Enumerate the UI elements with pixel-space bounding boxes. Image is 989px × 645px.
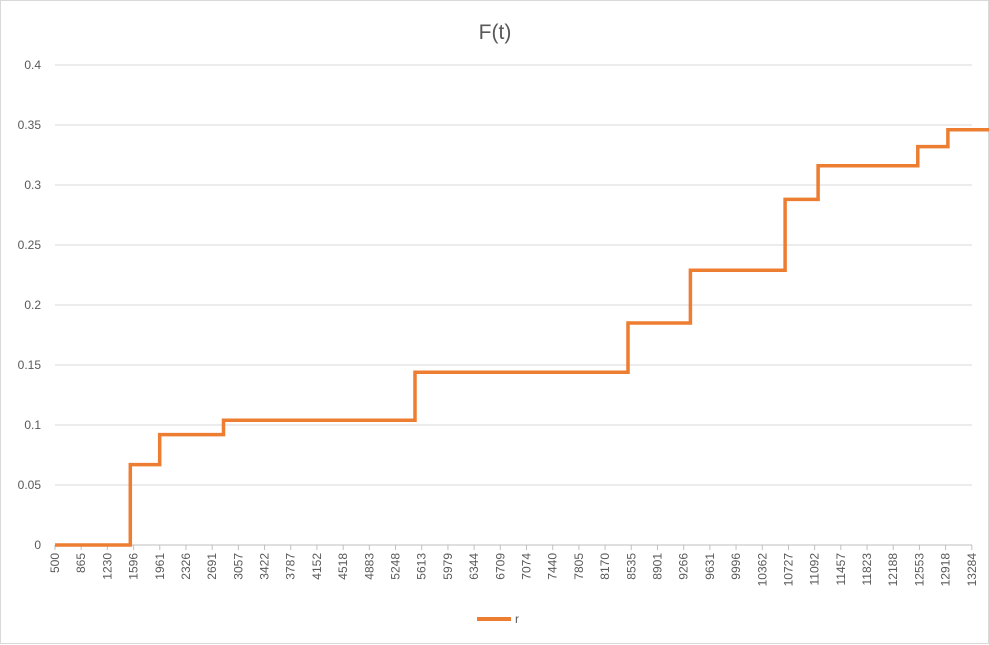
y-tick-label: 0.2 <box>24 298 41 312</box>
x-tick-label: 8170 <box>598 553 612 580</box>
x-tick-label: 9266 <box>677 553 691 580</box>
x-tick-label: 12918 <box>939 553 953 587</box>
x-tick-label: 6709 <box>493 553 507 580</box>
legend-label: r <box>515 612 519 626</box>
x-tick-label: 4883 <box>362 553 376 580</box>
series-line-r <box>55 128 989 547</box>
x-tick-label: 9631 <box>703 553 717 580</box>
x-tick-label: 3787 <box>284 553 298 580</box>
x-tick-label: 2691 <box>205 553 219 580</box>
y-tick-label: 0.35 <box>18 118 42 132</box>
x-tick-label: 11823 <box>860 553 874 586</box>
x-tick-label: 5248 <box>389 553 403 580</box>
x-tick-label: 5613 <box>415 553 429 580</box>
x-tick-label: 6344 <box>467 553 481 580</box>
y-tick-label: 0.4 <box>24 58 41 72</box>
y-tick-label: 0 <box>34 538 41 552</box>
series-layer <box>55 128 989 547</box>
y-tick-label: 0.05 <box>18 478 42 492</box>
x-tick-label: 3057 <box>231 553 245 580</box>
x-tick-label: 5979 <box>441 553 455 580</box>
gridlines <box>55 64 972 486</box>
x-tick-label: 4518 <box>336 553 350 580</box>
x-tick-label: 9996 <box>729 553 743 580</box>
y-tick-label: 0.3 <box>24 178 41 192</box>
x-tick-label: 4152 <box>310 553 324 580</box>
x-tick-label: 7440 <box>546 553 560 580</box>
x-tick-label: 8901 <box>651 553 665 580</box>
legend: r <box>477 612 519 626</box>
x-tick-label: 7805 <box>572 553 586 580</box>
x-tick-label: 11092 <box>808 553 822 586</box>
x-tick-label: 2326 <box>179 553 193 580</box>
x-tick-label: 7074 <box>519 553 533 580</box>
chart-title: F(t) <box>479 21 512 44</box>
x-tick-label: 12188 <box>886 553 900 587</box>
x-tick-label: 8535 <box>624 553 638 580</box>
y-tick-label: 0.15 <box>18 358 42 372</box>
x-tick-label: 12553 <box>912 553 926 587</box>
y-tick-label: 0.25 <box>18 238 42 252</box>
x-tick-label: 500 <box>48 553 62 573</box>
x-tick-label: 10362 <box>755 553 769 587</box>
x-tick-label: 13284 <box>965 553 979 587</box>
x-tick-label: 10727 <box>781 553 795 587</box>
x-tick-label: 3422 <box>258 553 272 580</box>
x-tick-label: 1596 <box>127 553 141 580</box>
x-tick-label: 1230 <box>100 553 114 580</box>
y-tick-label: 0.1 <box>24 418 41 432</box>
x-tick-label: 11457 <box>834 553 848 586</box>
x-tick-label: 865 <box>74 553 88 573</box>
axes: 0 0.05 0.1 0.15 0.2 0.25 0.3 0.35 0.4 500 865 1230 1… <box>18 58 979 586</box>
x-tick-label: 1961 <box>153 553 167 580</box>
